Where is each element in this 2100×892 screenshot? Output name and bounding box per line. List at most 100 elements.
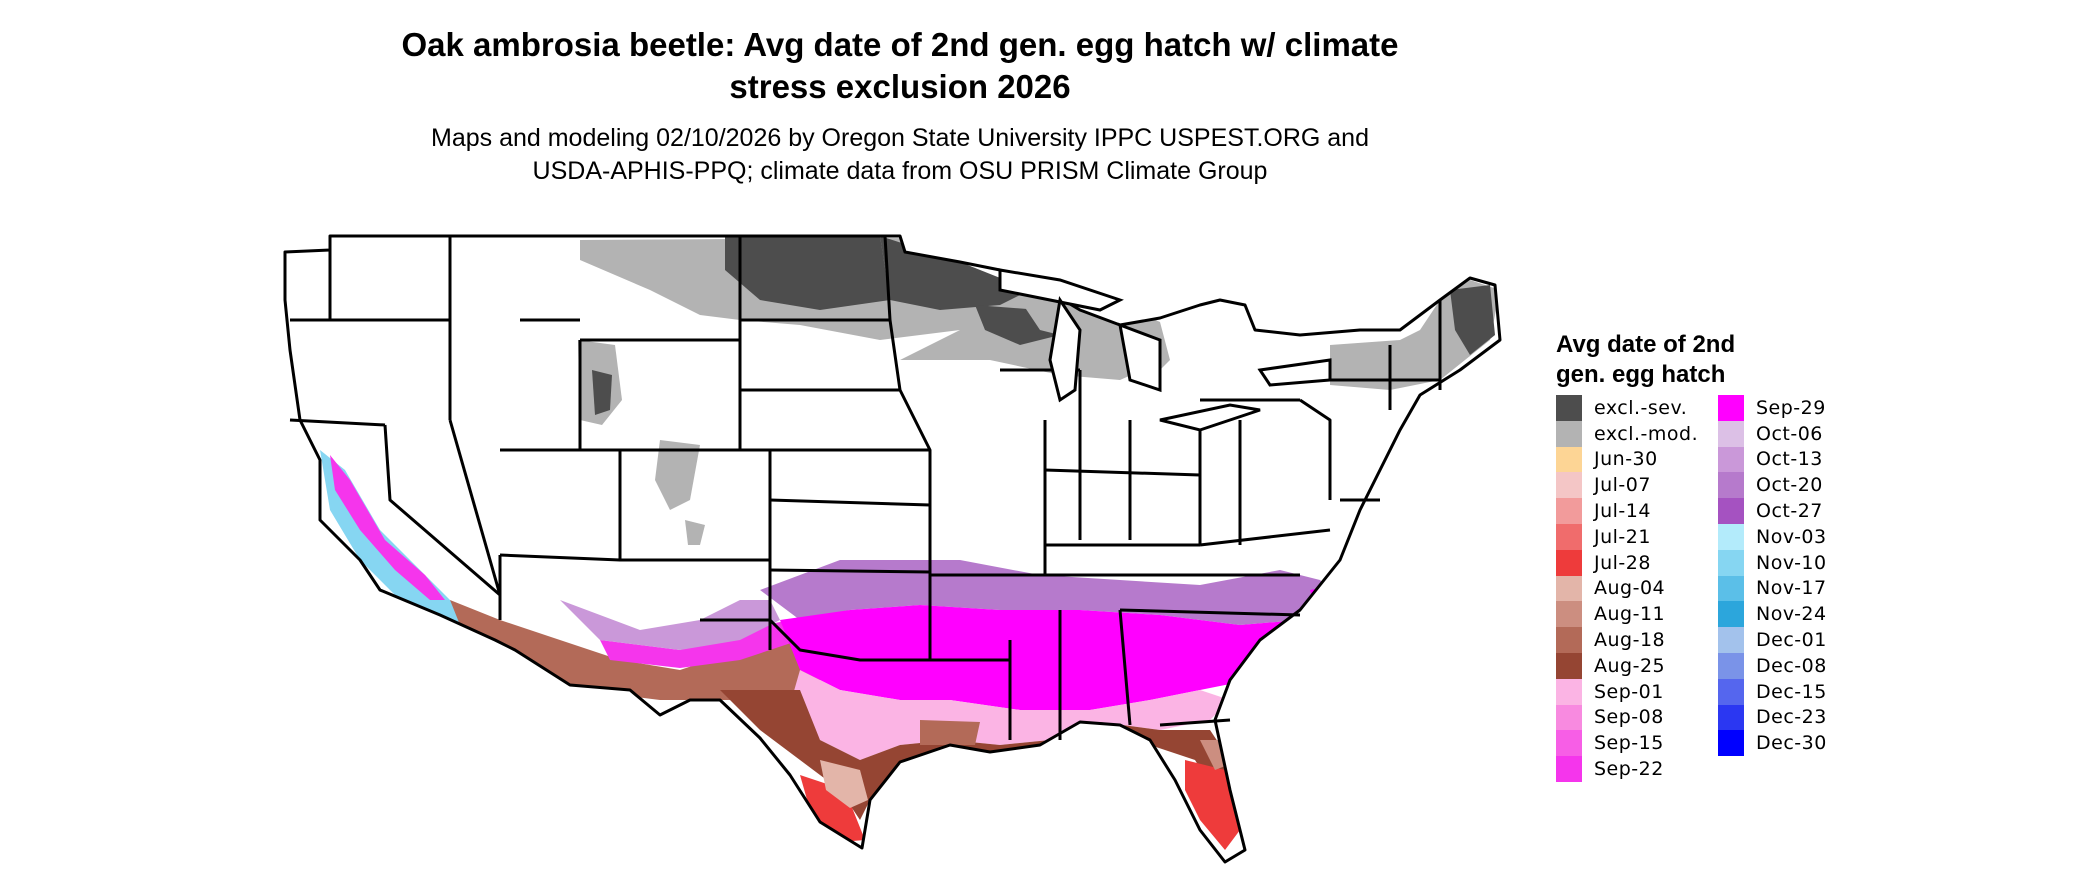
legend-item: Dec-23: [1718, 704, 1827, 731]
legend-swatch: [1556, 420, 1582, 447]
legend-item: Oct-27: [1718, 498, 1827, 524]
legend-label: Oct-06: [1756, 422, 1823, 445]
legend-title: Avg date of 2nd gen. egg hatch: [1556, 330, 1816, 390]
legend-swatch: [1718, 627, 1744, 653]
legend-swatch: [1556, 678, 1582, 705]
legend-label: Aug-04: [1594, 577, 1666, 600]
legend-item: Dec-15: [1718, 678, 1827, 705]
legend-item: excl.-sev.: [1556, 395, 1698, 421]
legend-swatch: [1556, 652, 1582, 679]
legend-swatch: [1718, 575, 1744, 602]
legend-label: Nov-10: [1756, 551, 1827, 574]
legend-label: excl.-sev.: [1594, 396, 1688, 419]
legend-swatch: [1556, 756, 1582, 782]
legend-label: Aug-18: [1594, 629, 1666, 652]
legend-label: Jul-28: [1594, 551, 1651, 574]
legend-label: Jul-21: [1594, 525, 1651, 548]
legend-item: Dec-30: [1718, 730, 1827, 757]
legend-title-line2: gen. egg hatch: [1556, 361, 1726, 388]
legend-label: Dec-15: [1756, 680, 1827, 703]
legend-column-2: Sep-29 Oct-06 Oct-13 Oct-20 Oct-27 Nov-03 Nov-…: [1718, 395, 1827, 757]
legend-swatch: [1556, 601, 1582, 628]
legend-item: excl.-mod.: [1556, 420, 1699, 447]
map-title-line2: stress exclusion 2026: [729, 68, 1071, 105]
map-title-line1: Oak ambrosia beetle: Avg date of 2nd gen…: [401, 26, 1399, 63]
legend-item: Aug-25: [1556, 652, 1698, 679]
legend-item: Oct-13: [1718, 446, 1827, 473]
legend-item: Aug-11: [1556, 601, 1698, 628]
legend-title-line1: Avg date of 2nd: [1556, 331, 1736, 358]
legend-label: Dec-01: [1756, 629, 1827, 652]
state-boundaries: [283, 234, 1502, 864]
legend-item: Sep-15: [1556, 730, 1698, 757]
legend-swatch: [1718, 601, 1744, 628]
legend-label: Oct-20: [1756, 474, 1823, 497]
legend-item: Dec-08: [1718, 652, 1827, 679]
legend-item: Jul-21: [1556, 523, 1698, 550]
legend-label: Dec-30: [1756, 732, 1827, 755]
legend-label: Dec-08: [1756, 654, 1827, 677]
legend-swatch: [1556, 704, 1582, 731]
legend-item: Aug-18: [1556, 627, 1698, 653]
map-subtitle: Maps and modeling 02/10/2026 by Oregon S…: [320, 122, 1480, 188]
legend-label: excl.-mod.: [1594, 422, 1699, 445]
legend-label: Oct-27: [1756, 500, 1823, 523]
legend-swatch: [1718, 420, 1744, 447]
legend-label: Sep-22: [1594, 758, 1664, 781]
map-subtitle-line1: Maps and modeling 02/10/2026 by Oregon S…: [431, 124, 1369, 152]
legend-swatch: [1718, 704, 1744, 731]
legend-swatch: [1718, 395, 1744, 421]
legend-item: Dec-01: [1718, 627, 1827, 653]
legend-label: Aug-11: [1594, 603, 1666, 626]
legend-swatch: [1556, 523, 1582, 550]
legend-swatch: [1556, 627, 1582, 653]
legend-label: Jul-07: [1594, 474, 1651, 497]
legend-item: Nov-17: [1718, 575, 1827, 602]
legend-item: Jun-30: [1556, 446, 1698, 473]
legend-swatch: [1718, 652, 1744, 679]
legend-label: Oct-13: [1756, 448, 1823, 471]
legend-swatch: [1718, 523, 1744, 550]
legend-item: Nov-24: [1718, 601, 1827, 628]
legend-item: Nov-03: [1718, 523, 1827, 550]
legend-item: Jul-14: [1556, 498, 1698, 524]
legend-label: Dec-23: [1756, 706, 1827, 729]
legend-swatch: [1718, 730, 1744, 757]
legend-item: Sep-08: [1556, 704, 1698, 731]
legend-label: Sep-01: [1594, 680, 1664, 703]
legend-item: Aug-04: [1556, 575, 1698, 602]
legend-swatch: [1556, 575, 1582, 602]
legend-label: Sep-15: [1594, 732, 1664, 755]
legend-item: Jul-28: [1556, 549, 1698, 576]
legend-label: Jun-30: [1594, 448, 1658, 471]
legend-swatch: [1556, 472, 1582, 499]
legend-item: Jul-07: [1556, 472, 1698, 499]
legend-item: Sep-29: [1718, 395, 1827, 421]
legend-column-1: excl.-sev. excl.-mod. Jun-30 Jul-07 Jul-14 Ju…: [1556, 395, 1698, 782]
legend-swatch: [1556, 446, 1582, 473]
legend-swatch: [1718, 549, 1744, 576]
legend-item: Sep-22: [1556, 756, 1698, 782]
legend-swatch: [1556, 498, 1582, 524]
legend-item: Nov-10: [1718, 549, 1827, 576]
legend-swatch: [1556, 730, 1582, 757]
legend-label: Sep-08: [1594, 706, 1664, 729]
legend-label: Sep-29: [1756, 396, 1826, 419]
legend-swatch: [1718, 446, 1744, 473]
legend-swatch: [1718, 472, 1744, 499]
legend-label: Nov-17: [1756, 577, 1827, 600]
legend-swatch: [1718, 678, 1744, 705]
legend-item: Oct-20: [1718, 472, 1827, 499]
legend-label: Aug-25: [1594, 654, 1666, 677]
great-lakes: [998, 268, 1332, 432]
legend-label: Nov-24: [1756, 603, 1827, 626]
legend-item: Sep-01: [1556, 678, 1698, 705]
legend-label: Jul-14: [1594, 500, 1651, 523]
legend-swatch: [1718, 498, 1744, 524]
legend-label: Nov-03: [1756, 525, 1827, 548]
legend-swatch: [1556, 395, 1582, 421]
legend-swatch: [1556, 549, 1582, 576]
map-subtitle-line2: USDA-APHIS-PPQ; climate data from OSU PR…: [532, 157, 1268, 185]
map-title: Oak ambrosia beetle: Avg date of 2nd gen…: [320, 24, 1480, 108]
